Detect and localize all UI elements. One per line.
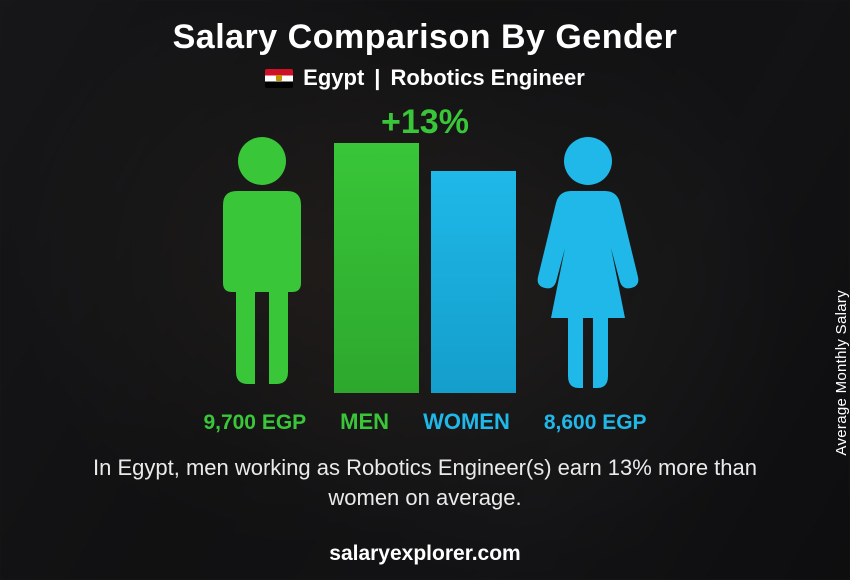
women-salary-value: 8,600 EGP	[544, 411, 647, 435]
men-label: MEN	[340, 409, 389, 435]
chart-area: +13% 9,700 EGP MEN	[105, 103, 745, 453]
women-label: WOMEN	[423, 409, 510, 435]
male-figure-icon	[202, 133, 322, 393]
separator: |	[374, 65, 380, 91]
labels-row: 9,700 EGP MEN WOMEN 8,600 EGP	[105, 409, 745, 435]
female-figure-icon	[528, 133, 648, 393]
footer-source: salaryexplorer.com	[0, 542, 850, 566]
role-label: Robotics Engineer	[390, 65, 584, 91]
infographic-content: Salary Comparison By Gender Egypt | Robo…	[0, 0, 850, 580]
women-salary-bar	[431, 171, 516, 393]
men-salary-value: 9,700 EGP	[203, 411, 306, 435]
main-title: Salary Comparison By Gender	[0, 0, 850, 57]
subtitle-row: Egypt | Robotics Engineer	[0, 65, 850, 91]
country-label: Egypt	[303, 65, 364, 91]
percent-difference-label: +13%	[381, 103, 469, 142]
men-salary-bar	[334, 143, 419, 393]
y-axis-label: Average Monthly Salary	[834, 290, 850, 456]
egypt-flag-icon	[265, 69, 293, 88]
caption-text: In Egypt, men working as Robotics Engine…	[55, 453, 795, 512]
